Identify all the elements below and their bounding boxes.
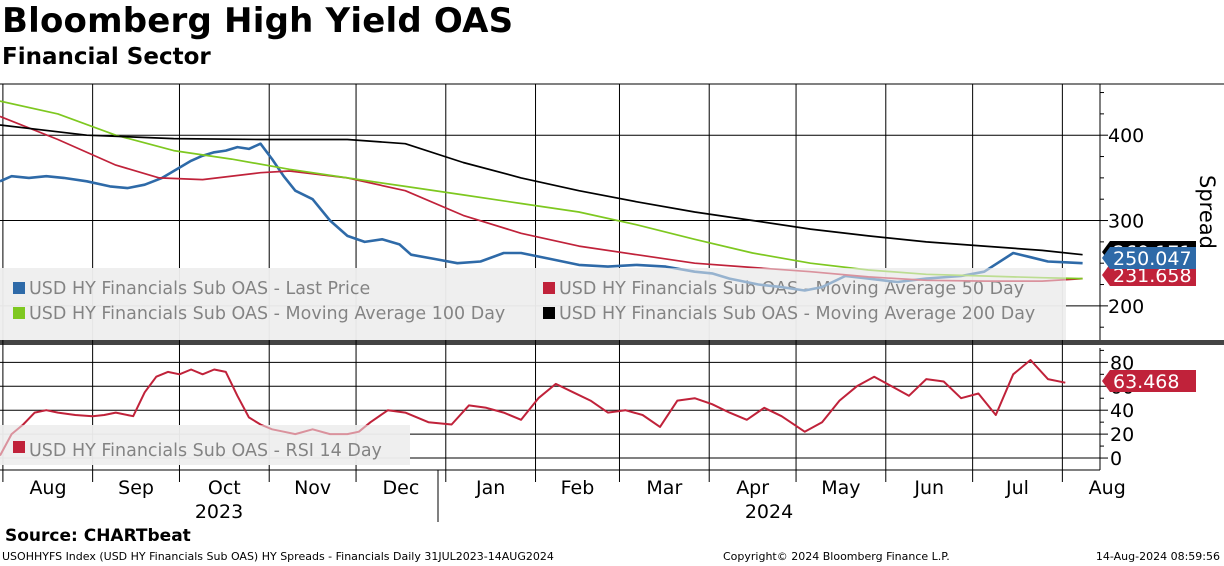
bottom-tick-label: 40 — [1110, 400, 1134, 422]
value-tag-shape — [1102, 370, 1196, 392]
value-tag-shape — [1102, 247, 1196, 269]
value-tag-label: 250.047 — [1113, 248, 1192, 270]
month-label: Feb — [561, 477, 595, 499]
bottom-panel-series — [0, 359, 1066, 465]
footer-index-info: USOHHYFS Index (USD HY Financials Sub OA… — [2, 550, 554, 563]
panel-divider — [0, 340, 1224, 345]
legend-swatch-overlay — [13, 441, 25, 453]
top-panel-series — [0, 100, 1083, 340]
footer-copyright: Copyright© 2024 Bloomberg Finance L.P. — [723, 550, 950, 563]
month-label: Sep — [118, 477, 154, 499]
top-tick-label: 400 — [1108, 125, 1144, 147]
bottom-y-axis: 020406080 — [1099, 348, 1134, 470]
month-label: Jan — [475, 477, 505, 499]
legend-swatch-overlay — [543, 307, 555, 319]
value-tag-label: 63.468 — [1113, 371, 1179, 393]
bottom-tick-label: 80 — [1110, 352, 1134, 374]
bottom-tick-label: 20 — [1110, 424, 1134, 446]
source-note: Source: CHARTbeat — [5, 526, 191, 546]
year-label: 2023 — [195, 501, 243, 523]
value-tag: 231.658 — [1102, 264, 1196, 287]
series-usd-hy-financials-sub-oas-moving-average-200-day — [0, 124, 1083, 256]
legend-swatch-overlay — [13, 307, 25, 319]
bottom-tick-label: 0 — [1110, 448, 1122, 470]
value-tag: 63.468 — [1102, 370, 1196, 393]
month-label: Mar — [646, 477, 682, 499]
chart-title: Bloomberg High Yield OAS — [2, 1, 514, 41]
month-label: Nov — [294, 477, 331, 499]
month-label: Jul — [1005, 477, 1029, 499]
value-tag-shape — [1102, 264, 1196, 286]
month-label: Oct — [208, 477, 241, 499]
month-label: Dec — [383, 477, 420, 499]
value-tag-label: 231.658 — [1113, 265, 1192, 287]
month-label: May — [821, 477, 860, 499]
month-label: Aug — [29, 477, 66, 499]
series-usd-hy-financials-sub-oas-moving-average-100-day — [0, 100, 1083, 280]
legend-swatch-overlay — [543, 282, 555, 294]
footer-timestamp: 14-Aug-2024 08:59:56 — [1095, 550, 1220, 563]
chart-subtitle: Financial Sector — [2, 44, 211, 70]
series-usd-hy-financials-sub-oas-rsi-14-day — [0, 359, 1066, 457]
y-axis-label: Spread — [1195, 175, 1219, 249]
legend-fade — [0, 268, 1066, 340]
top-y-axis: 200 300 400 Spread — [1099, 84, 1219, 340]
year-label: 2024 — [745, 501, 793, 523]
top-tick-label: 200 — [1108, 296, 1144, 318]
value-tag: 250.047 — [1102, 247, 1196, 270]
legend-swatch-overlay — [13, 282, 25, 294]
month-label: Aug — [1089, 477, 1126, 499]
month-label: Jun — [913, 477, 944, 499]
month-label: Apr — [736, 477, 769, 499]
top-tick-label: 300 — [1108, 211, 1144, 233]
x-axis: Aug Sep Oct Nov Dec Jan Feb Mar Apr May Jun Jul Aug 2… — [29, 470, 1126, 523]
legend-fade — [0, 425, 410, 465]
